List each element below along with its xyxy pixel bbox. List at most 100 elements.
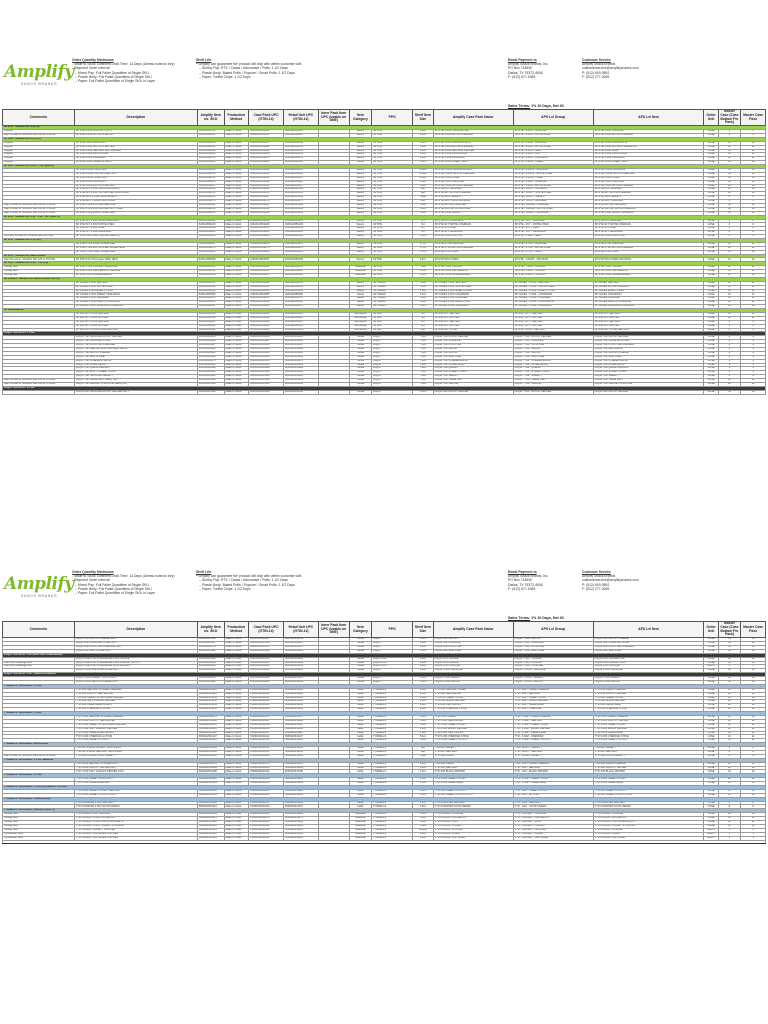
cell-ou: CASE: [703, 389, 719, 395]
remit-payment-line: PO Box 734606: [508, 578, 532, 583]
table-row[interactable]: PAQUI 1.5OZ NACHO CHEESE 30CT 85356100324…: [2, 679, 766, 685]
shelf-life-line: -- Plastic Body: Baked Puffs / Popcorn /…: [196, 70, 295, 75]
column-header[interactable]: APS Lvl Item: [592, 108, 705, 127]
section-header-row: [2, 839, 766, 845]
shelf-life-line: **Amplify can guarantee the product will…: [196, 62, 302, 67]
order-quantity-minimums-line: -- Plastic Body: Full Pallet Quantities …: [72, 74, 152, 79]
column-header[interactable]: Master Case Pack: [740, 620, 766, 639]
table-row[interactable]: SP MW 6CT 2.8OZ BUTTER 616112650434 Make t…: [2, 323, 766, 329]
column-header[interactable]: Production Method: [223, 108, 250, 127]
remit-payment-line: Amplify Snack Brands, Inc.: [508, 574, 549, 579]
table-row[interactable]: Dwp Pre-sell to: 4/2/2021 Mid 4/30 to 5/…: [2, 132, 766, 138]
table-row[interactable]: SP RTE 5CT 0.5OZ WHITE CHED 616112650229 M…: [2, 222, 766, 228]
column-header[interactable]: Order Unit: [703, 108, 719, 127]
remit-payment-title: Remit Payment to: [508, 58, 537, 62]
column-header[interactable]: Case Pack UPC (GTIN-14): [248, 620, 284, 639]
table-row[interactable]: PAQUI 7OZ CHIPOTLE CHEDDAR 853561003037 Ma…: [2, 343, 766, 348]
column-header[interactable]: Amplify Case Pack Name: [432, 108, 514, 127]
column-header[interactable]: PPG: [371, 108, 414, 127]
order-quantity-minimums: Order Quantity Minimums - Made to Stock S…: [72, 570, 174, 595]
table-row[interactable]: Dwp Pre-sell to: 4/2/2021 Mid 4/30 to 5/…: [2, 206, 766, 212]
shelf-life: Shelf Life **Amplify can guarantee the pr…: [196, 570, 302, 591]
table-row[interactable]: SP RTE 28CT 0.65OZ ORIG CLUB 616112650175…: [2, 199, 766, 204]
table-row[interactable]: TYR 5.0OZ SWEET POTATO SEA SALT 506004264…: [2, 788, 766, 794]
table-row[interactable]: SP RTE 12PK 0.5OZ ORIG VARIETY 6161126501…: [2, 195, 766, 201]
column-header[interactable]: APS Lvl Item: [592, 620, 705, 639]
column-header[interactable]: APS Lvl Group: [512, 108, 594, 127]
table-row[interactable]: TYR CANISTER 3.5OZ SOUR CREAM 50600426412…: [2, 804, 766, 810]
column-header[interactable]: Case Pack UPC (GTIN-14): [248, 108, 284, 127]
cell-u2: 0853561003143: [282, 389, 319, 395]
column-header[interactable]: Inner Pack Item UPC (usable on DNE): [317, 108, 350, 127]
column-header[interactable]: Description: [73, 108, 198, 127]
table-row[interactable]: PAQUI 7OZ HAUNTED VARIETY 853561003112 Mak…: [2, 374, 766, 380]
table-row[interactable]: PAQUI 0.5OZ CARNIVAL CHILE 24CT 853561003…: [2, 668, 766, 674]
column-header[interactable]: Master Case (Case Bottom Per Pack): [717, 620, 742, 639]
order-quantity-minimums-line: -- Mixed Pay: Full Pallet Quantities of …: [72, 582, 149, 587]
table-row[interactable]: SP CAKES 5.3OZ CARAMEL 616112650373 Make t…: [2, 296, 766, 302]
table-row[interactable]: TYR 1.0OZ SALT & BLACK PEPPER 24CT 506004…: [2, 769, 766, 775]
column-header[interactable]: Retail Unit UPC (GTIN-14): [282, 108, 319, 127]
customer-service-line: F: (512) 277-2069: [582, 586, 610, 591]
table-row[interactable]: Holiday Item TYR HOLIDAY 5.3OZ TURKEY STU…: [2, 823, 766, 829]
table-row[interactable]: Original SP RTE 4.4OZ DILL PICKLE 61611265…: [2, 152, 766, 158]
column-header[interactable]: Inner Pack Item UPC (usable on DNE): [317, 620, 350, 639]
column-header[interactable]: Comments: [2, 620, 75, 639]
remit-payment-line: P: (512) 677-2089: [508, 586, 536, 591]
customer-service-title: Customer Service: [582, 58, 611, 62]
shelf-life-line: -- Skinny Pop: RTE / Cakes / Microwave /…: [196, 578, 288, 583]
customer-service-line: P: (512) 600-9892: [582, 70, 610, 75]
table-row[interactable]: TYR 2OZ SEA SALT & CIDER VINEGAR 50600426…: [2, 687, 766, 693]
customer-service-line: P: (512) 600-9892: [582, 582, 610, 587]
order-quantity-minimums: Order Quantity Minimums - Made to Stock S…: [72, 58, 174, 83]
amplify-logo: Amplify SNACK BRANDS: [4, 60, 74, 90]
column-header[interactable]: Description: [73, 620, 198, 639]
column-header[interactable]: APS Lvl Group: [512, 620, 594, 639]
table-row[interactable]: TYR 5.3OZ CHEDDAR & CHIVE 5060042641127 Ma…: [2, 734, 766, 740]
order-quantity-minimums-line: -- Paper: Full Pallet Quantities of Sing…: [72, 79, 156, 84]
table-row[interactable]: PAQUI 7OZ CARNIVAL CHILE 853561003020 Make…: [2, 339, 766, 345]
order-quantity-minimums-line: - Required Order Interval: [72, 66, 110, 71]
table-row[interactable]: TYR 2OZ VEGETABLE CRISPS 5060042641059 Mak…: [2, 703, 766, 709]
column-header[interactable]: Comments: [2, 108, 75, 127]
table-row[interactable]: PAQUI 1OZ HAUNTED GHOST PEPPER 50CT 85356…: [2, 389, 766, 395]
table-row[interactable]: PAQUI 7OZ QUESO BLANCO 853561003099 Make t…: [2, 366, 766, 372]
column-header[interactable]: Amplify Item no. SKU: [196, 620, 225, 639]
table-row[interactable]: TYR 5.0OZ SWEET POTATO CHILI 506004264123…: [2, 792, 766, 798]
table-row[interactable]: Original SP RTE 4.4OZ SWEET & SALTY 616112…: [2, 160, 766, 166]
shelf-life: Shelf Life **Amplify can guarantee the pr…: [196, 58, 302, 79]
column-header[interactable]: Item Category: [348, 108, 373, 127]
column-header[interactable]: Shelf Item Size: [412, 620, 434, 639]
column-header[interactable]: Master Case (Case Bottom Per Pack): [717, 108, 742, 127]
column-header[interactable]: Master Case Pack: [740, 108, 766, 127]
column-header[interactable]: Item Category: [348, 620, 373, 639]
section-label: [2, 839, 766, 845]
remit-payment: Remit Payment to Amplify Snack Brands, In…: [508, 58, 549, 79]
table-row[interactable]: TYR 5.3OZ SEA SALT & CIDER VINEGAR 506004…: [2, 715, 766, 720]
column-header[interactable]: Amplify Item no. SKU: [196, 108, 225, 127]
remit-payment: Remit Payment to Amplify Snack Brands, In…: [508, 570, 549, 591]
column-header[interactable]: Retail Unit UPC (GTIN-14): [282, 620, 319, 639]
table-row[interactable]: TYR 5.3OZ VEGETABLE CRISPS 5060042641110 M…: [2, 730, 766, 736]
sales-terms-label: Sales Terms:: [508, 616, 531, 620]
cell-it: PAQUI 1OZ GHOST PEPPER: [592, 389, 705, 395]
table-row[interactable]: Tyrrellsbeef 2021 TYR HOLIDAY 5OZ MIXED S…: [2, 835, 766, 841]
table-row[interactable]: TYR 1.5OZ SWEET CHILLI 24CT 5060042641202…: [2, 777, 766, 783]
table-row[interactable]: SP MW 10CT 2.8OZ CLUB SEA SALT 6161126504…: [2, 327, 766, 333]
cell-g: PAQUI - 1OZ - GHOST PEPPER: [512, 389, 594, 395]
table-row[interactable]: SP RTE 1.0OZ WHITE CHED 24CT 616112650137…: [2, 183, 766, 189]
column-header[interactable]: Shelf Item Size: [412, 108, 434, 127]
shelf-life-line: -- Paper: Tortilla Chips: 1 1/2 Days: [196, 74, 251, 79]
table-row[interactable]: Holiday Item TYR HOLIDAY 2OZ TRUFFLE 50600…: [2, 812, 766, 818]
column-header[interactable]: PPG: [371, 620, 414, 639]
table-row[interactable]: TYR 6PK 0.88OZ VARIETY MULTIPACK 50600426…: [2, 746, 766, 752]
column-header[interactable]: Order Unit: [703, 620, 719, 639]
table-row[interactable]: PAQUI ONE CHIP CHALLENGE 0.2OZ SINGLE 853…: [2, 656, 766, 662]
sales-terms-label: Sales Terms:: [508, 104, 531, 108]
cell-c: [2, 389, 75, 395]
remit-payment-line: Dallas, TX 75373-4606: [508, 70, 543, 75]
column-header[interactable]: Amplify Case Pack Name: [432, 620, 514, 639]
column-header[interactable]: Production Method: [223, 620, 250, 639]
remit-payment-line: PO Box 734606: [508, 66, 532, 71]
table-row[interactable]: TYR 2OZ LIGHTLY SEA SALTED 5060042641028 M…: [2, 691, 766, 697]
